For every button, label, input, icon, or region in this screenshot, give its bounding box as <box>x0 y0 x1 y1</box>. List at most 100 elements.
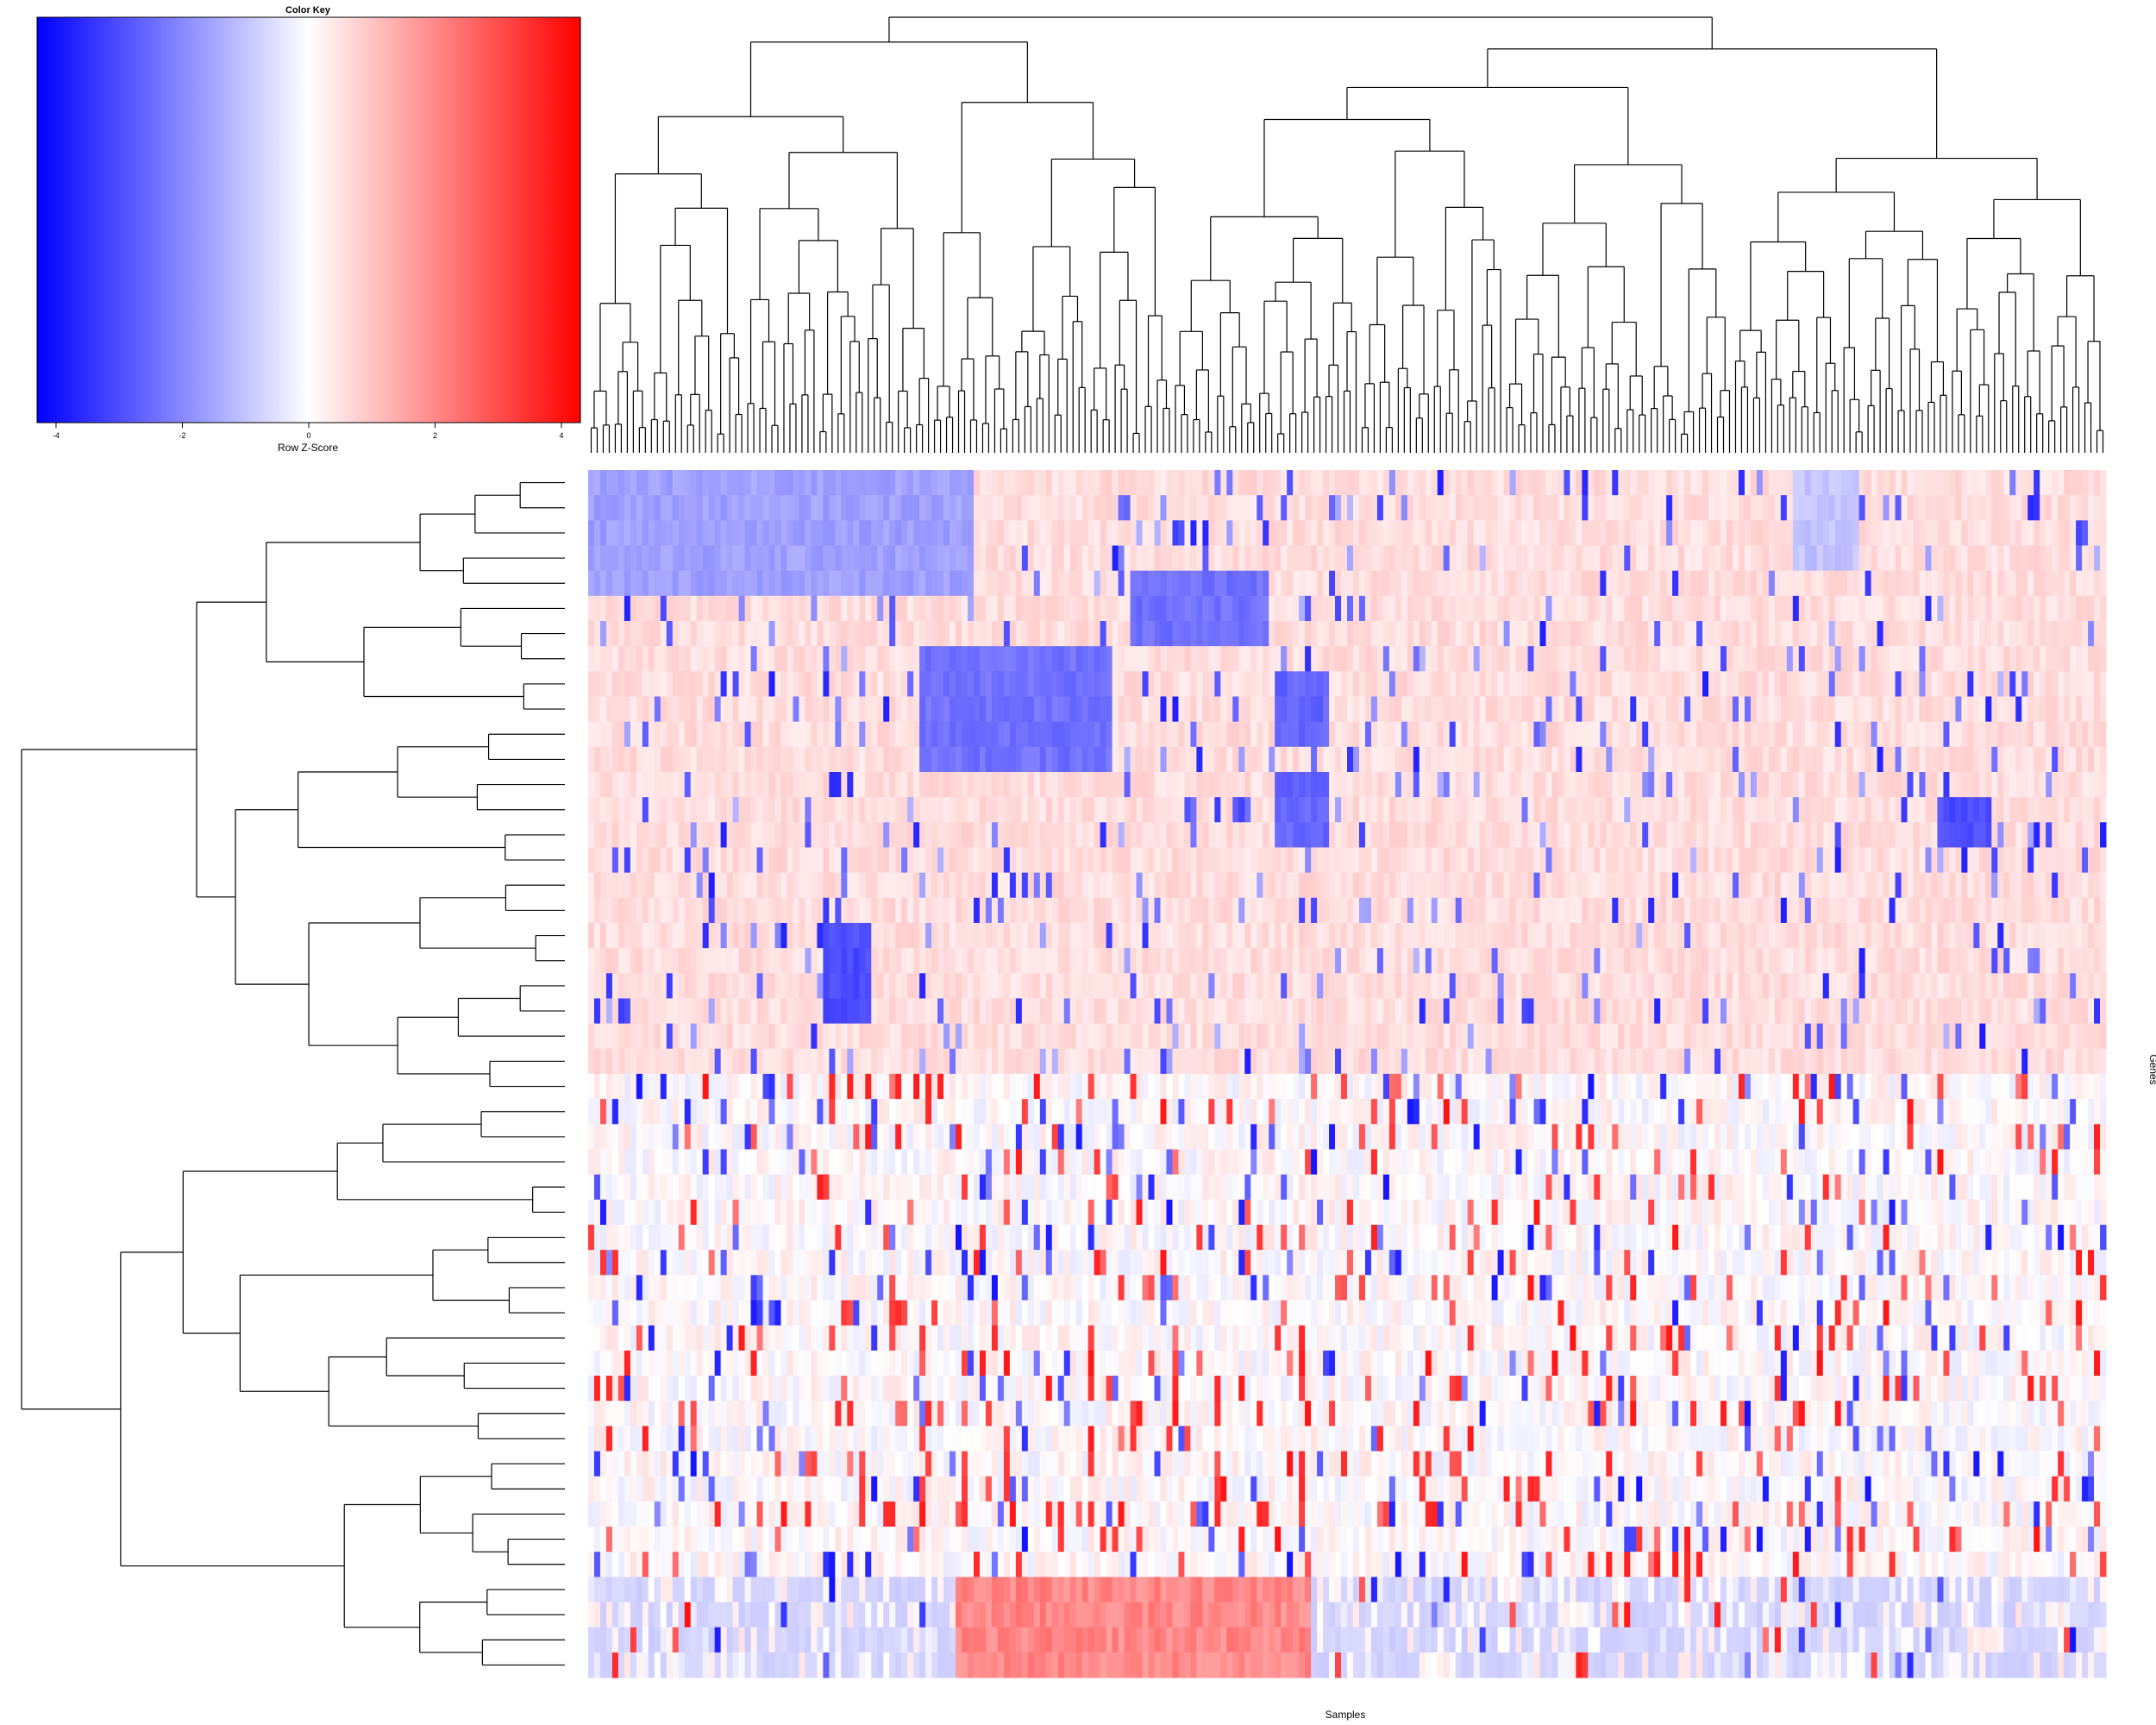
heatmap-cell <box>738 847 746 874</box>
heatmap-cell <box>1305 847 1312 874</box>
heatmap-cell <box>1690 772 1697 798</box>
heatmap-cell <box>985 671 993 697</box>
heatmap-cell <box>1238 746 1245 773</box>
heatmap-cell <box>1949 595 1956 622</box>
heatmap-cell <box>1491 847 1499 874</box>
heatmap-cell <box>1184 746 1191 773</box>
heatmap-cell <box>2076 646 2083 672</box>
heatmap-cell <box>1618 772 1625 798</box>
heatmap-cell <box>1455 621 1463 647</box>
heatmap-cell <box>1196 822 1203 848</box>
heatmap-cell <box>611 495 619 521</box>
heatmap-cell <box>1786 545 1794 572</box>
heatmap-cell <box>1997 847 2004 874</box>
heatmap-cell <box>678 520 686 546</box>
heatmap-cell <box>1654 797 1661 823</box>
heatmap-cell <box>744 646 752 672</box>
heatmap-cell <box>1172 671 1179 697</box>
heatmap-cell <box>2082 797 2089 823</box>
heatmap-cell <box>1033 595 1041 622</box>
heatmap-cell <box>835 595 842 622</box>
heatmap-cell <box>611 570 619 597</box>
heatmap-cell <box>1901 595 1908 622</box>
heatmap-cell <box>1901 772 1908 798</box>
heatmap-cell <box>1798 721 1806 748</box>
heatmap-cell <box>2064 646 2071 672</box>
heatmap-cell <box>1039 721 1047 748</box>
heatmap-cell <box>1762 797 1770 823</box>
heatmap-cell <box>1299 671 1306 697</box>
heatmap-cell <box>817 797 824 823</box>
heatmap-cell <box>2088 495 2095 521</box>
heatmap-cell <box>666 721 674 748</box>
heatmap-cell <box>1425 570 1432 597</box>
heatmap-cell <box>1913 520 1920 546</box>
heatmap-cell <box>865 520 872 546</box>
heatmap-cell <box>738 595 746 622</box>
heatmap-cell <box>1461 797 1469 823</box>
heatmap-cell <box>2094 847 2101 874</box>
heatmap-cell <box>642 646 649 672</box>
heatmap-cell <box>1919 746 1926 773</box>
heatmap-cell <box>1293 470 1300 496</box>
heatmap-cell <box>2076 545 2083 572</box>
heatmap-cell <box>2046 721 2053 748</box>
heatmap-cell <box>708 520 716 546</box>
heatmap-cell <box>1895 595 1902 622</box>
heatmap-cell <box>1648 545 1655 572</box>
heatmap-cell <box>1762 822 1770 848</box>
heatmap-cell <box>642 470 649 496</box>
heatmap-cell <box>636 772 643 798</box>
heatmap-cell <box>605 822 613 848</box>
heatmap-cell <box>720 595 728 622</box>
heatmap-cell <box>871 772 878 798</box>
heatmap-cell <box>2082 822 2089 848</box>
heatmap-cell <box>1503 822 1511 848</box>
heatmap-cell <box>648 545 655 572</box>
heatmap-cell <box>1750 520 1758 546</box>
heatmap-cell <box>1931 646 1938 672</box>
heatmap-cell <box>1443 822 1451 848</box>
heatmap-cell <box>1069 495 1077 521</box>
heatmap-cell <box>1069 772 1077 798</box>
heatmap-cell <box>1810 772 1818 798</box>
heatmap-cell <box>1877 671 1884 697</box>
heatmap-cell <box>599 797 607 823</box>
heatmap-cell <box>1533 696 1540 723</box>
heatmap-cell <box>1009 545 1017 572</box>
heatmap-cell <box>985 797 993 823</box>
heatmap-cell <box>1919 495 1926 521</box>
heatmap-cell <box>1684 797 1691 823</box>
heatmap-cell <box>1009 696 1017 723</box>
heatmap-cell <box>2058 595 2065 622</box>
heatmap-cell <box>841 520 848 546</box>
heatmap-cell <box>1190 847 1197 874</box>
heatmap-cell <box>1455 721 1463 748</box>
heatmap-cell <box>1401 746 1408 773</box>
heatmap-cell <box>1449 520 1457 546</box>
heatmap-cell <box>1063 671 1071 697</box>
heatmap-cell <box>1545 621 1552 647</box>
heatmap-cell <box>1238 671 1245 697</box>
heatmap-cell <box>1461 746 1469 773</box>
heatmap-cell <box>811 621 818 647</box>
heatmap-cell <box>2052 671 2059 697</box>
heatmap-cell <box>1208 646 1215 672</box>
heatmap-cell <box>1606 470 1613 496</box>
heatmap-cell <box>913 621 920 647</box>
heatmap-cell <box>925 520 932 546</box>
heatmap-cell <box>690 646 698 672</box>
heatmap-cell <box>1539 772 1546 798</box>
heatmap-cell <box>1208 696 1215 723</box>
heatmap-cell <box>1810 545 1818 572</box>
heatmap-cell <box>979 696 987 723</box>
heatmap-cell <box>1130 495 1138 521</box>
heatmap-cell <box>1263 495 1269 521</box>
heatmap-cell <box>907 621 914 647</box>
heatmap-cell <box>1329 570 1336 597</box>
heatmap-cell <box>1455 671 1463 697</box>
heatmap-cell <box>907 646 914 672</box>
heatmap-cell <box>1840 746 1848 773</box>
heatmap-cell <box>1551 822 1558 848</box>
heatmap-cell <box>1317 646 1324 672</box>
